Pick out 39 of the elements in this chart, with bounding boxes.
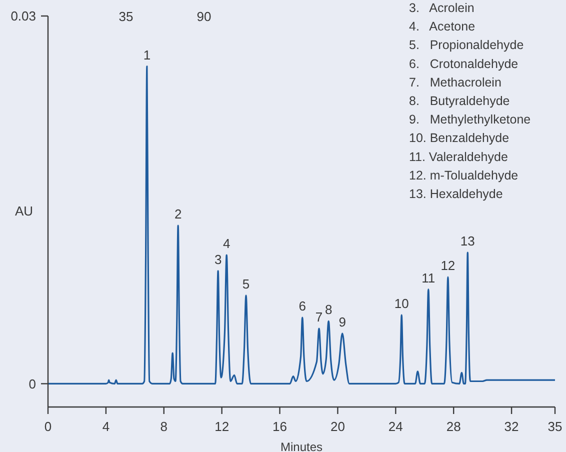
annotation: 9 [338,314,346,330]
annotation: 12. m-Tolualdehyde [409,168,518,182]
x-tick-label: 12 [214,419,230,434]
annotation: 6. Crotonaldehyde [409,56,518,71]
annotation: 2 [174,206,182,222]
annotation: 1 [143,47,151,62]
annotation: 5. Propionaldehyde [409,38,524,52]
annotation: 10 [394,296,409,312]
annotation: 90 [196,9,212,24]
annotation: 12 [440,258,456,274]
x-tick-label: 24 [388,419,403,434]
annotation: 6 [298,298,306,314]
text: 3. Acrolein [409,1,474,15]
annotation: 9. Methylethylketone [409,112,531,127]
annotation: 11. Valeraldehyde [409,150,508,164]
x-tick-label: 35 [548,419,562,434]
annotation: 5 [242,276,250,292]
x-tick-label: 28 [446,419,461,434]
x-tick-label: 32 [504,419,519,434]
annotation: 13 [460,234,475,249]
annotation: 13. Hexaldehyde [409,187,503,201]
x-tick-label: 16 [272,419,288,434]
x-axis-title: Minutes [280,440,323,452]
annotation: 4 [222,236,230,252]
annotation: 7 [315,310,323,325]
annotation: 3 [214,252,222,267]
x-tick-label: 8 [160,419,168,434]
annotation: 4. Acetone [409,20,476,34]
annotation: 10. Benzaldehyde [409,131,510,146]
annotation: 11 [422,270,436,286]
annotation: 8 [324,302,332,318]
x-tick-label: 4 [102,419,110,434]
annotation: 35 [118,9,134,24]
annotation: 7. Methacrolein [409,75,502,90]
y-tick-label: 0.03 [10,8,36,24]
x-tick-label: 0 [44,419,52,434]
annotation: 8. Butyraldehyde [409,94,510,108]
x-tick-label: 20 [330,419,345,434]
y-axis-title: AU [14,204,34,218]
